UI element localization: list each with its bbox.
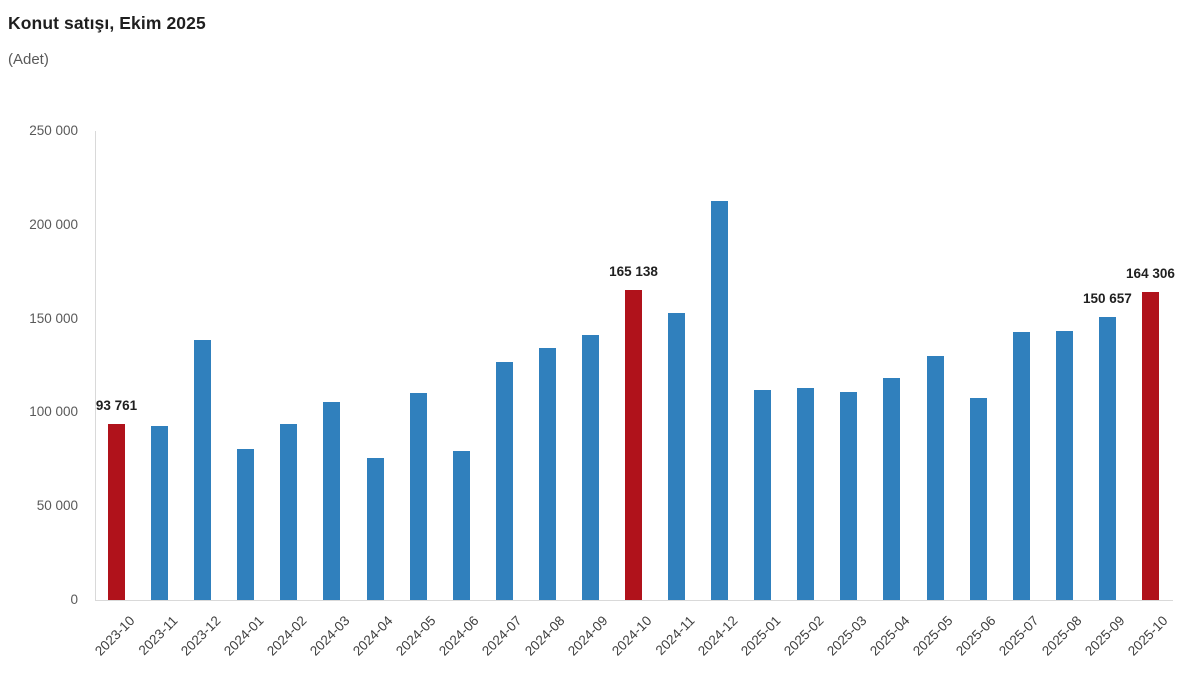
bar-2024-08 xyxy=(538,348,556,600)
bar-2024-09 xyxy=(581,335,599,600)
x-tick-label: 2024-10 xyxy=(608,613,655,659)
bar-2025-03 xyxy=(840,392,858,600)
data-label-2025-09: 150 657 xyxy=(1082,291,1132,307)
bar-2023-10 xyxy=(108,424,126,600)
x-tick-label: 2023-10 xyxy=(91,613,138,659)
bar-2025-06 xyxy=(969,397,987,600)
bar-2025-10 xyxy=(1141,291,1159,600)
bar-2023-12 xyxy=(194,339,212,600)
bar-2023-11 xyxy=(151,425,169,600)
chart-title: Konut satışı, Ekim 2025 xyxy=(8,13,206,33)
bar-2025-08 xyxy=(1055,331,1073,600)
y-tick-label: 250 000 xyxy=(29,123,78,138)
bar-2024-02 xyxy=(280,423,298,600)
y-tick-label: 0 xyxy=(70,592,78,607)
data-label-2025-10: 164 306 xyxy=(1126,265,1175,281)
bar-2024-07 xyxy=(495,361,513,600)
bar-2025-09 xyxy=(1098,317,1116,600)
bar-2024-06 xyxy=(452,451,470,600)
bar-2024-03 xyxy=(323,402,341,600)
bar-2024-05 xyxy=(409,392,427,600)
bar-2025-04 xyxy=(883,377,901,600)
x-tick-label: 2025-10 xyxy=(1125,613,1172,659)
bar-2024-10 xyxy=(625,290,642,600)
y-tick-label: 200 000 xyxy=(29,216,78,232)
y-tick-label: 50 000 xyxy=(36,498,78,514)
plot-area xyxy=(95,131,1173,601)
bar-2024-12 xyxy=(711,201,729,600)
bar-2025-02 xyxy=(797,388,815,600)
chart-subtitle: (Adet) xyxy=(8,51,49,68)
y-tick-label: 100 000 xyxy=(29,404,78,420)
y-tick-label: 150 000 xyxy=(29,310,78,326)
bar-2025-05 xyxy=(926,356,944,600)
data-label-2024-10: 165 138 xyxy=(609,264,658,280)
bar-2024-01 xyxy=(237,449,255,600)
bar-2024-11 xyxy=(668,312,686,600)
bar-2025-01 xyxy=(754,389,772,600)
bar-2024-04 xyxy=(366,458,384,600)
data-label-2023-10: 93 761 xyxy=(95,398,138,414)
bar-2025-07 xyxy=(1012,331,1030,600)
